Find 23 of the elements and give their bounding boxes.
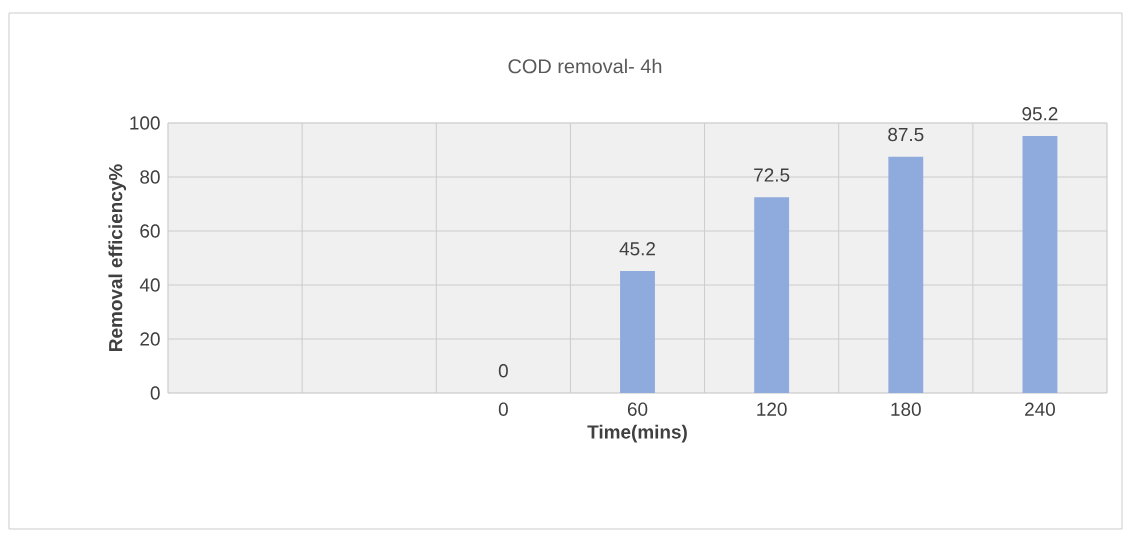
- y-axis-title: Removal efficiency%: [108, 164, 127, 351]
- bar: [1022, 135, 1058, 393]
- x-tick-label: 180: [891, 402, 921, 416]
- data-label: 72.5: [754, 168, 790, 182]
- x-axis-title: Time(mins): [587, 424, 687, 443]
- x-tick-label: 240: [1025, 402, 1055, 416]
- data-label: 95.2: [1022, 107, 1058, 121]
- data-label: 0: [498, 364, 508, 378]
- x-tick-label: 0: [498, 402, 508, 416]
- y-tick-label: 40: [139, 278, 160, 292]
- chart-title: COD removal- 4h: [508, 58, 662, 74]
- data-label: 87.5: [888, 127, 924, 142]
- x-tick-label: 120: [757, 402, 787, 416]
- y-tick-label: 20: [140, 332, 160, 346]
- bar: [620, 270, 655, 393]
- y-tick-label: 80: [140, 170, 160, 184]
- y-tick-label: 0: [150, 386, 160, 400]
- x-tick-label: 60: [627, 402, 648, 416]
- bar: [754, 197, 790, 393]
- data-label: 45.2: [619, 242, 655, 256]
- y-tick-label: 60: [140, 224, 160, 238]
- bar: [888, 156, 924, 393]
- y-tick-label: 100: [130, 116, 160, 130]
